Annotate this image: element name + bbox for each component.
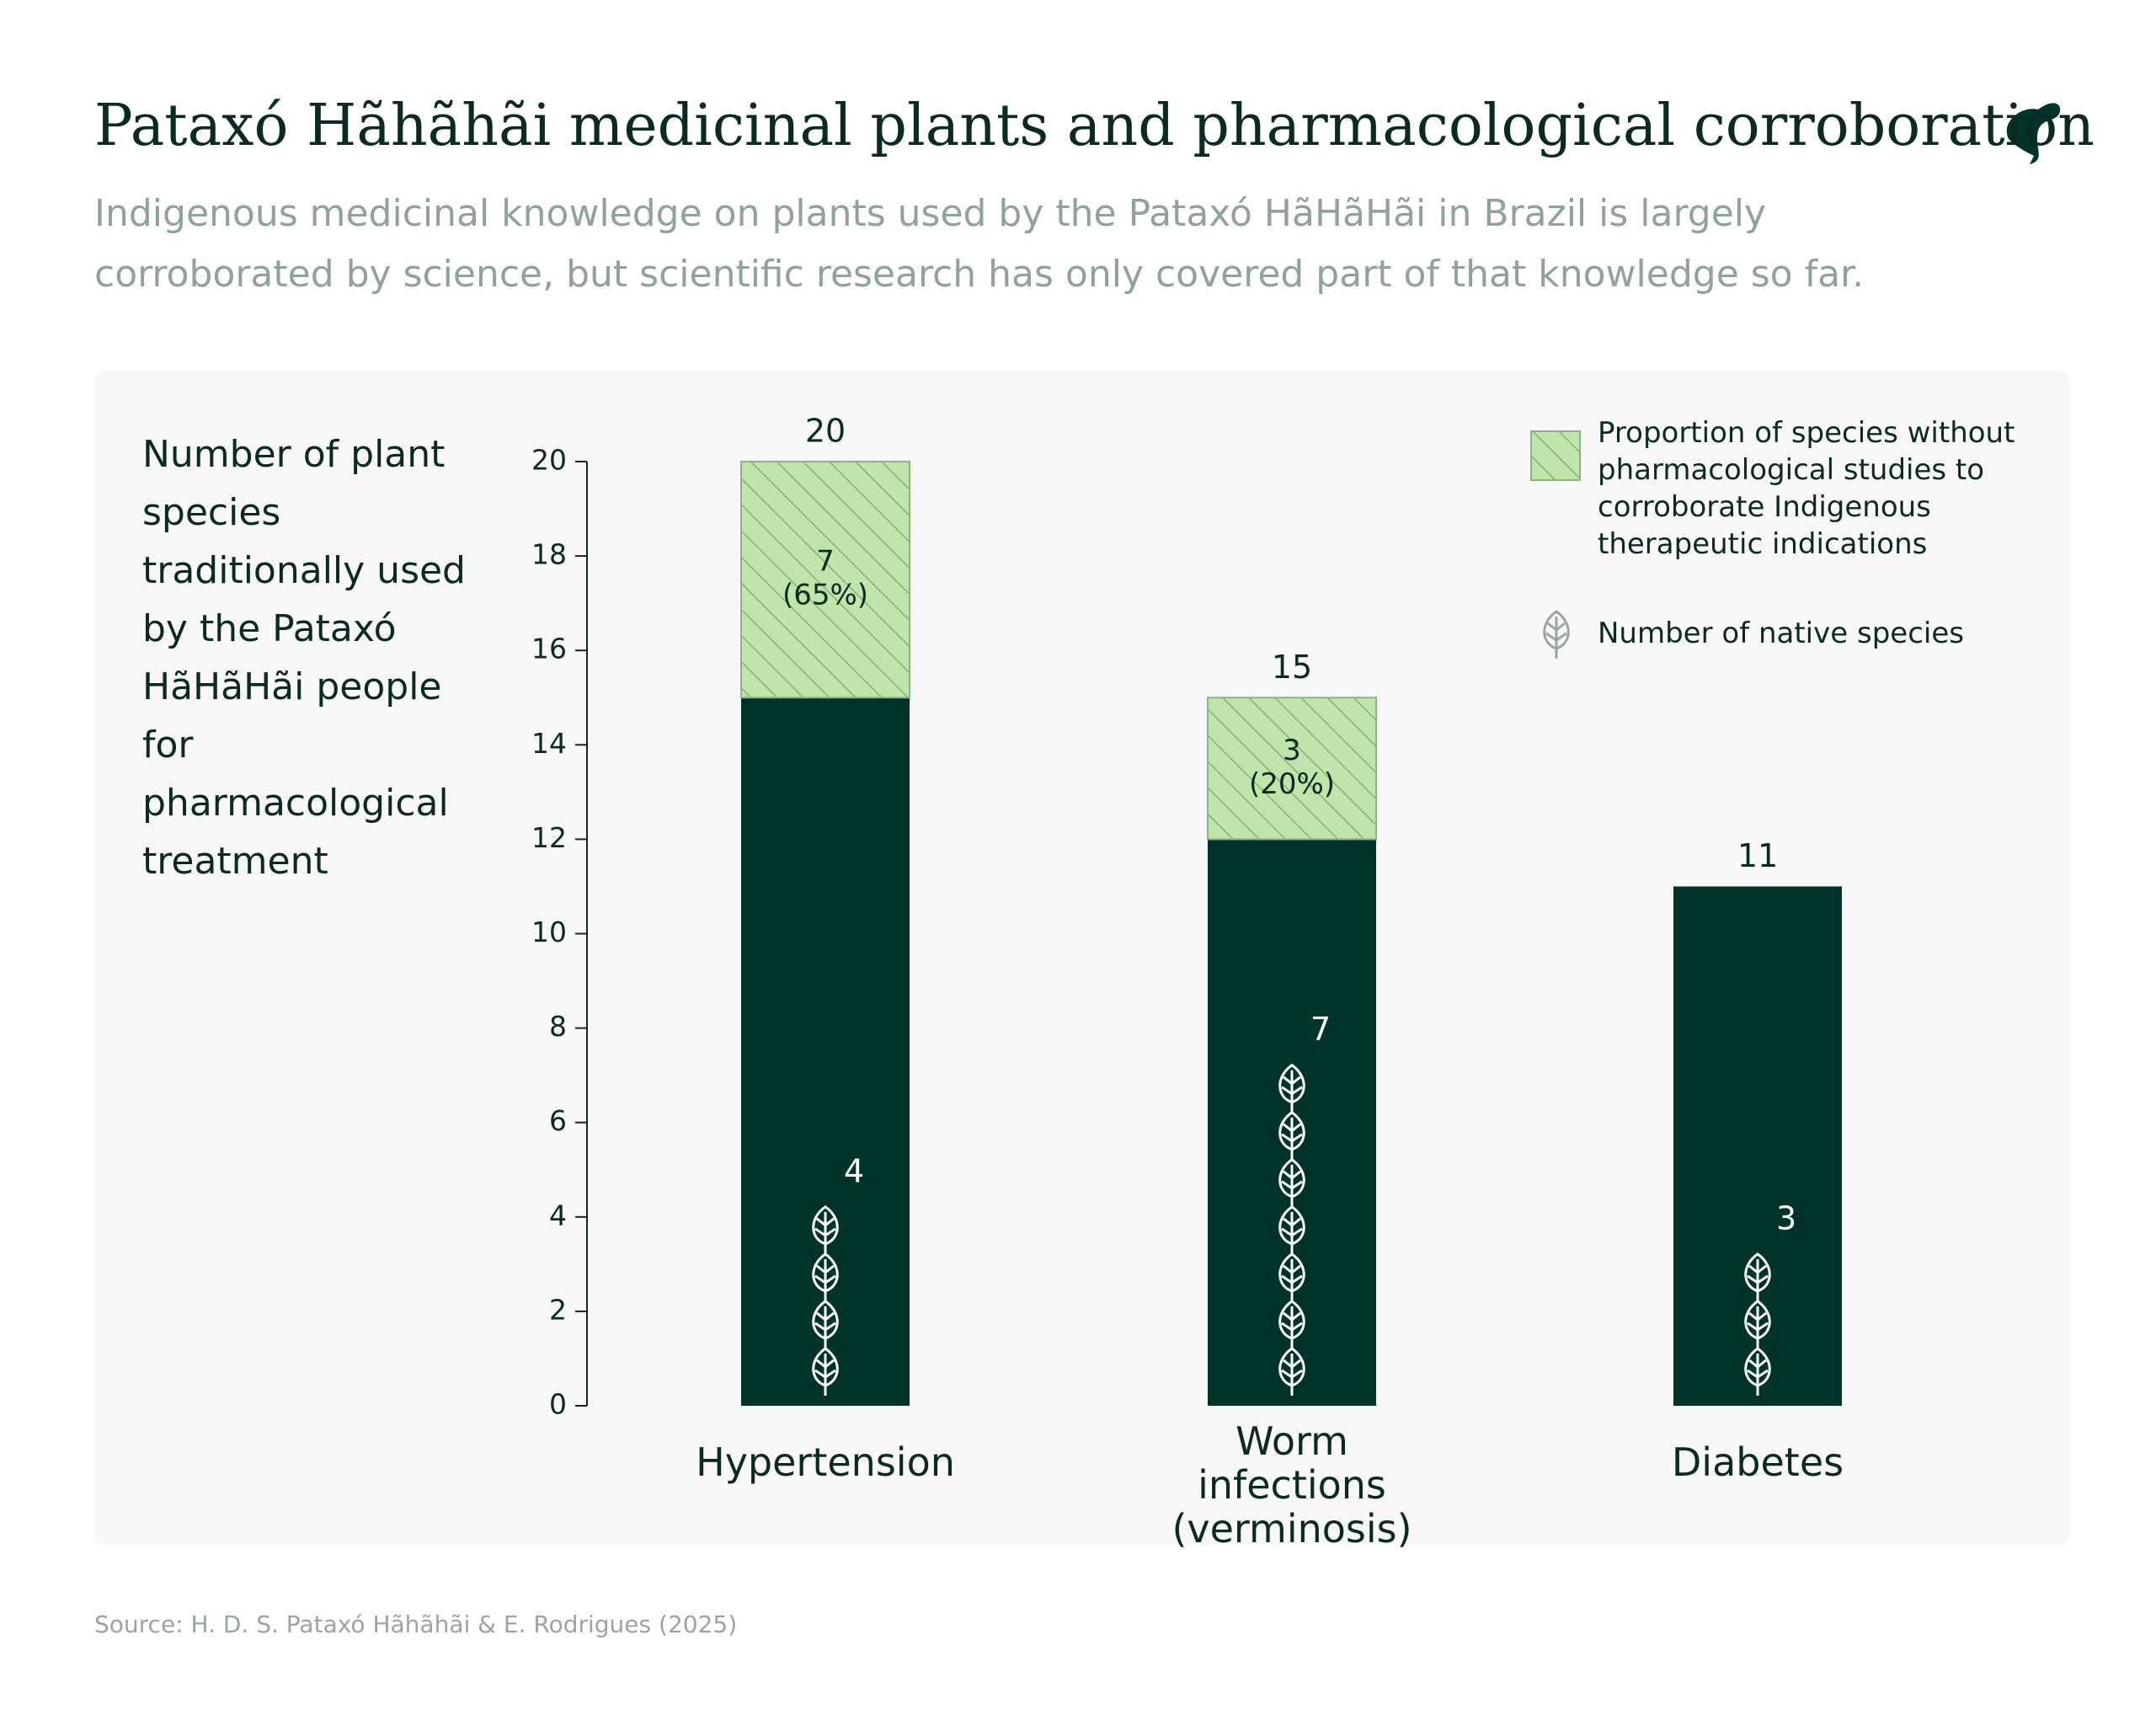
y-tick-label: 14 [531, 727, 567, 760]
total-label: 11 [1737, 837, 1778, 874]
y-tick-label: 20 [531, 444, 567, 477]
leaf-icon [1278, 1347, 1305, 1396]
y-tick-label: 8 [549, 1010, 567, 1043]
leaf-icon [812, 1204, 839, 1254]
y-tick-label: 4 [549, 1199, 567, 1231]
native-leaves [812, 1204, 839, 1396]
leaf-icon [1278, 1063, 1305, 1113]
segment-label: (65%) [782, 579, 868, 612]
y-axis-label: Number of plant species traditionally us… [142, 433, 466, 883]
panel [94, 371, 2070, 1546]
leaf-icon [1744, 1347, 1771, 1396]
leaf-icon [812, 1347, 839, 1396]
segment-label: 7 [816, 545, 835, 579]
total-label: 15 [1272, 649, 1312, 686]
x-tick-label: Worm infections (verminosis) [1171, 1418, 1412, 1551]
leaf-icon [812, 1300, 839, 1348]
leaf-icon [1543, 610, 1570, 659]
leaf-icon [1744, 1300, 1771, 1348]
bar-segment [740, 461, 910, 699]
source: Source: H. D. S. Pataxó Hãhãhãi & E. Rod… [94, 1610, 738, 1638]
native-leaves [1744, 1252, 1771, 1396]
native-label: 7 [1310, 1011, 1331, 1048]
leaf-icon [1744, 1252, 1771, 1301]
leaf-icon [1278, 1157, 1305, 1207]
bar-segment [1207, 697, 1377, 841]
y-tick-label: 12 [531, 821, 567, 854]
title: Pataxó Hãhãhãi medicinal plants and phar… [94, 93, 2095, 159]
total-label: 20 [805, 413, 846, 450]
native-label: 4 [844, 1152, 864, 1189]
subtitle: Indigenous medicinal knowledge on plants… [94, 192, 1865, 296]
legend-label: Proportion of species without pharmacolo… [1598, 416, 2015, 561]
segment-label: 3 [1283, 734, 1301, 767]
leaf-icon [1278, 1300, 1305, 1348]
native-label: 3 [1776, 1199, 1796, 1236]
leaf-icon [1278, 1110, 1305, 1160]
logo [2006, 103, 2061, 164]
native-leaves [1278, 1063, 1305, 1396]
leaf-icon [812, 1252, 839, 1301]
y-tick-label: 18 [531, 538, 567, 571]
x-tick-label: Hypertension [696, 1439, 955, 1485]
y-tick-label: 6 [549, 1104, 567, 1137]
y-tick-label: 0 [549, 1388, 567, 1421]
y-tick-label: 16 [531, 633, 567, 665]
y-tick-label: 10 [531, 916, 567, 948]
segment-label: (20%) [1249, 767, 1335, 801]
leaf-icon [1278, 1204, 1305, 1254]
y-tick-label: 2 [549, 1293, 567, 1326]
legend-label: Number of native species [1598, 617, 1964, 650]
leaf-icon [1278, 1252, 1305, 1301]
x-tick-label: Diabetes [1671, 1439, 1844, 1485]
legend-swatch [1530, 430, 1581, 481]
